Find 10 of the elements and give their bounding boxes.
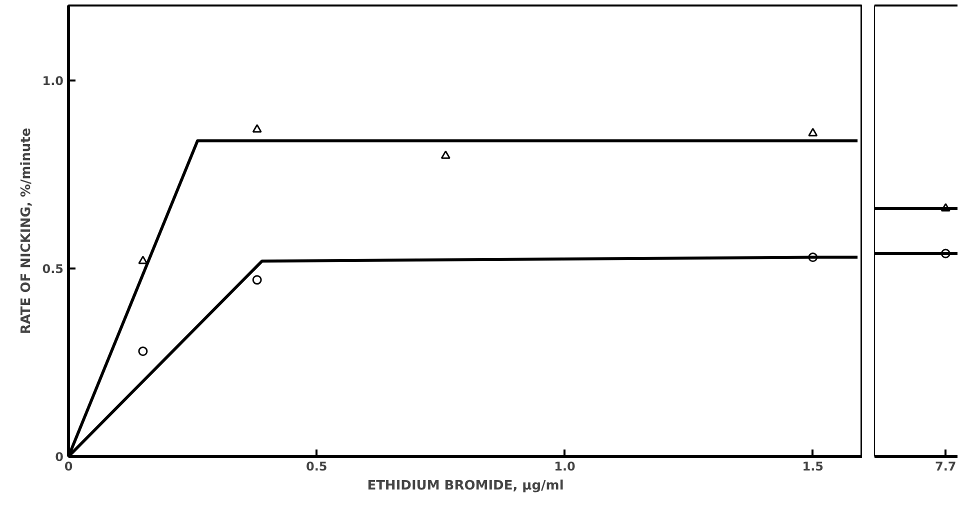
y-tick-label: 1.0	[42, 74, 64, 88]
x-tick-label: 1.0	[554, 460, 576, 474]
y-axis-title: RATE OF NICKING, %/minute	[19, 128, 34, 334]
x-tick-label: 0	[64, 460, 73, 474]
x-tick-label: 1.5	[802, 460, 824, 474]
y-tick-label: 0.5	[42, 262, 64, 276]
y-tick-label: 0	[55, 450, 64, 464]
x-tick-label: 0.5	[306, 460, 328, 474]
x-axis-title: ETHIDIUM BROMIDE, µg/ml	[367, 478, 564, 494]
x-tick-label: 7.7	[935, 460, 956, 474]
